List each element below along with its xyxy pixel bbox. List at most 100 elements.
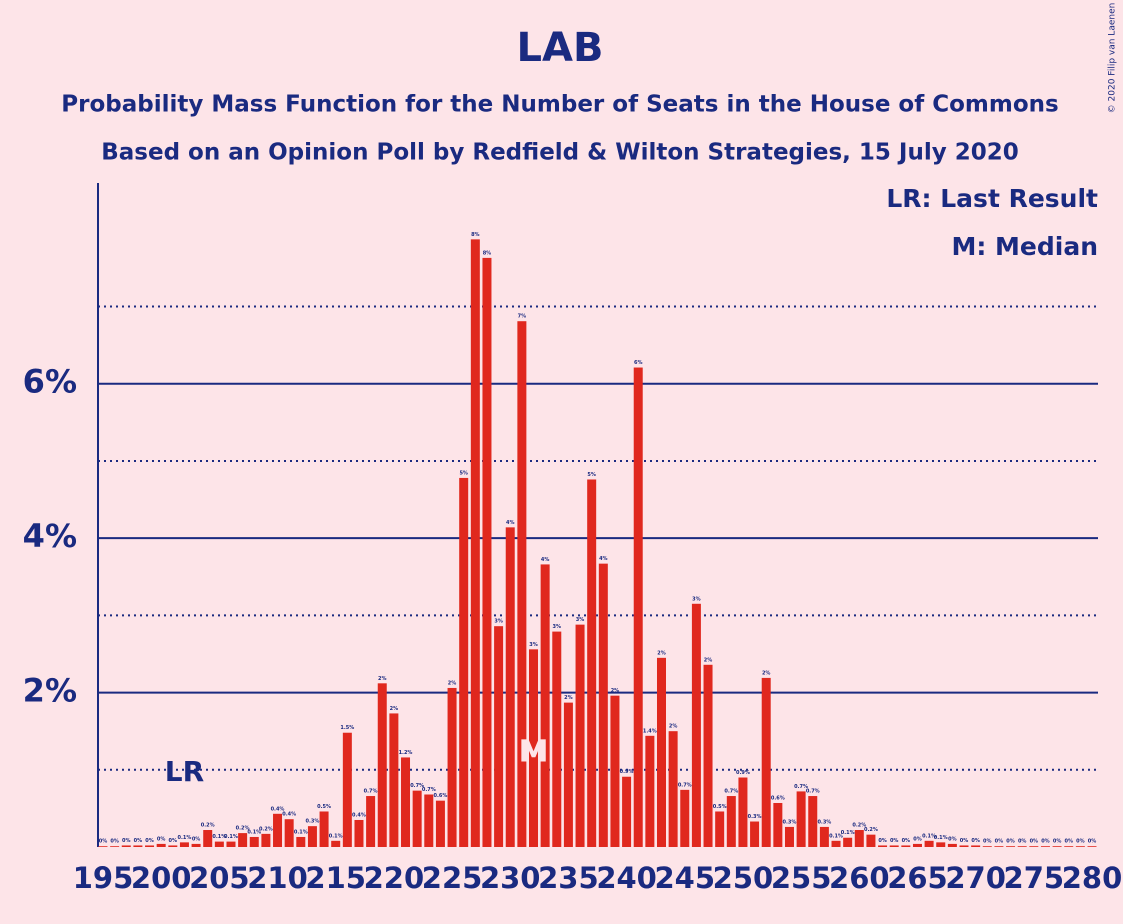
bar bbox=[645, 735, 655, 847]
bar bbox=[936, 842, 946, 847]
value-label: 2% bbox=[390, 706, 399, 712]
bar bbox=[994, 846, 1004, 847]
bar bbox=[191, 843, 201, 847]
value-label: 3% bbox=[553, 624, 562, 630]
bar bbox=[470, 239, 480, 847]
value-label: 0.7% bbox=[364, 789, 378, 795]
value-label: 0.5% bbox=[317, 804, 331, 810]
value-label: 0.3% bbox=[783, 819, 797, 825]
value-label: 8% bbox=[483, 250, 492, 256]
value-label: 0.7% bbox=[422, 787, 436, 793]
value-label: 4% bbox=[506, 520, 515, 526]
value-label: 4% bbox=[599, 556, 608, 562]
bar bbox=[133, 845, 143, 847]
bar bbox=[424, 794, 434, 847]
bar bbox=[226, 841, 236, 847]
bar bbox=[401, 757, 411, 847]
x-tick-label: 195 bbox=[73, 861, 134, 895]
bar bbox=[680, 789, 690, 847]
value-label: 0% bbox=[1018, 839, 1027, 845]
bar bbox=[121, 845, 131, 847]
bar bbox=[1087, 846, 1097, 847]
bar bbox=[878, 845, 888, 847]
value-label: 4% bbox=[541, 557, 550, 563]
bar bbox=[273, 813, 283, 847]
value-label: 0% bbox=[1030, 839, 1039, 845]
value-label: 0.3% bbox=[305, 819, 319, 825]
value-label: 0.2% bbox=[259, 826, 273, 832]
value-label: 0.1% bbox=[294, 829, 308, 835]
bar bbox=[633, 367, 643, 847]
value-label: 0.1% bbox=[934, 835, 948, 841]
value-label: 0.1% bbox=[224, 834, 238, 840]
bar bbox=[726, 796, 736, 847]
value-label: 0.2% bbox=[236, 826, 250, 832]
value-label: 0.6% bbox=[433, 793, 447, 799]
bar bbox=[738, 777, 748, 847]
bar bbox=[1052, 846, 1062, 847]
bar bbox=[284, 819, 294, 847]
legend-entry: M: Median bbox=[951, 232, 1098, 261]
x-tick-label: 235 bbox=[538, 861, 599, 895]
value-label: 2% bbox=[564, 695, 573, 701]
value-label: 0% bbox=[960, 838, 969, 844]
x-tick-label: 200 bbox=[131, 861, 192, 895]
bar bbox=[331, 840, 341, 847]
value-label: 0% bbox=[1041, 839, 1050, 845]
bar bbox=[389, 713, 399, 847]
value-label: 0% bbox=[995, 839, 1004, 845]
x-tick-label: 265 bbox=[887, 861, 948, 895]
x-tick-label: 230 bbox=[480, 861, 541, 895]
x-tick-label: 275 bbox=[1004, 861, 1065, 895]
bar bbox=[843, 837, 853, 847]
bar bbox=[750, 821, 760, 847]
value-label: 0.9% bbox=[620, 769, 634, 775]
bar bbox=[691, 603, 701, 847]
bar bbox=[540, 564, 550, 847]
x-tick-label: 210 bbox=[247, 861, 308, 895]
bar bbox=[622, 776, 632, 847]
bar bbox=[342, 732, 352, 847]
value-label: 1.4% bbox=[643, 728, 657, 734]
chart-title: LAB bbox=[517, 25, 604, 71]
value-label: 3% bbox=[494, 619, 503, 625]
bar bbox=[145, 845, 155, 847]
bar bbox=[761, 677, 771, 847]
bar bbox=[889, 845, 899, 847]
value-label: 0.4% bbox=[271, 806, 285, 812]
value-label: 0% bbox=[122, 838, 131, 844]
value-label: 0.7% bbox=[678, 782, 692, 788]
value-label: 0% bbox=[134, 838, 143, 844]
value-label: 0% bbox=[99, 839, 108, 845]
value-label: 1.2% bbox=[399, 750, 413, 756]
value-label: 0.2% bbox=[201, 823, 215, 829]
value-label: 0% bbox=[1088, 839, 1097, 845]
value-label: 0.9% bbox=[736, 770, 750, 776]
bar bbox=[1040, 846, 1050, 847]
value-label: 0% bbox=[169, 838, 178, 844]
bar bbox=[505, 527, 515, 847]
legend-entry: LR: Last Result bbox=[886, 184, 1098, 213]
value-label: 0.1% bbox=[247, 829, 261, 835]
value-label: 0.1% bbox=[922, 833, 936, 839]
bar bbox=[307, 826, 317, 847]
y-tick-label: 6% bbox=[23, 363, 77, 401]
value-label: 7% bbox=[518, 314, 527, 320]
value-label: 0% bbox=[157, 836, 166, 842]
x-tick-label: 205 bbox=[189, 861, 250, 895]
value-label: 0.1% bbox=[178, 835, 192, 841]
x-tick-label: 255 bbox=[771, 861, 832, 895]
value-label: 0% bbox=[192, 836, 201, 842]
bar bbox=[435, 800, 445, 847]
bar bbox=[1006, 846, 1016, 847]
value-label: 0% bbox=[971, 838, 980, 844]
last-result-marker: LR bbox=[165, 755, 204, 788]
value-label: 0.1% bbox=[841, 830, 855, 836]
value-label: 2% bbox=[611, 688, 620, 694]
bar bbox=[1017, 846, 1027, 847]
bar bbox=[110, 846, 120, 847]
bar bbox=[1029, 846, 1039, 847]
bar bbox=[377, 683, 387, 847]
bar bbox=[494, 626, 504, 847]
